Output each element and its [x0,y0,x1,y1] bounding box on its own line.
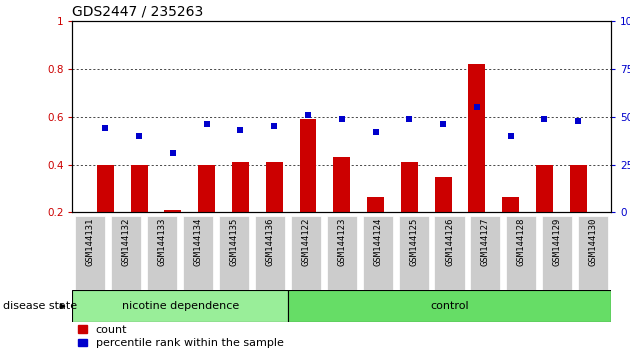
Point [438,122,448,127]
FancyBboxPatch shape [219,216,249,291]
Point [303,112,313,118]
Bar [469,64,485,212]
Text: GSM144129: GSM144129 [553,217,562,266]
Text: GSM144135: GSM144135 [229,217,239,266]
Point [236,127,246,133]
Bar [130,165,147,212]
FancyBboxPatch shape [399,216,428,291]
Point [404,116,415,121]
Point [472,104,482,110]
Point [168,150,178,156]
Text: GSM144132: GSM144132 [122,217,131,266]
Text: disease state: disease state [3,301,77,311]
Bar [266,162,283,212]
Text: GSM144126: GSM144126 [445,217,454,266]
Bar [435,177,452,212]
Bar [570,165,587,212]
FancyBboxPatch shape [291,216,321,291]
Point [134,133,144,139]
Text: control: control [430,301,469,311]
Text: GSM144134: GSM144134 [193,217,203,266]
Point [100,125,110,131]
FancyBboxPatch shape [147,216,177,291]
Point [506,133,516,139]
Bar [288,290,611,322]
FancyBboxPatch shape [578,216,608,291]
Point [269,124,279,129]
FancyBboxPatch shape [76,216,105,291]
Bar [536,165,553,212]
Legend: count, percentile rank within the sample: count, percentile rank within the sample [78,325,284,348]
FancyBboxPatch shape [255,216,285,291]
Text: GSM144124: GSM144124 [373,217,382,266]
Text: GSM144131: GSM144131 [86,217,95,266]
Bar [333,158,350,212]
Text: GSM144125: GSM144125 [409,217,418,266]
Text: GSM144133: GSM144133 [158,217,167,266]
Bar [232,162,249,212]
FancyBboxPatch shape [507,216,536,291]
Bar [164,210,181,212]
Bar [502,197,519,212]
Text: nicotine dependence: nicotine dependence [122,301,239,311]
Text: GDS2447 / 235263: GDS2447 / 235263 [72,5,203,19]
FancyBboxPatch shape [471,216,500,291]
FancyBboxPatch shape [435,216,464,291]
Text: GSM144127: GSM144127 [481,217,490,266]
Bar [198,165,215,212]
FancyBboxPatch shape [327,216,357,291]
Bar [401,162,418,212]
Text: GSM144128: GSM144128 [517,217,526,266]
Text: GSM144123: GSM144123 [337,217,346,266]
FancyBboxPatch shape [363,216,392,291]
Point [370,129,381,135]
Point [539,116,549,121]
Bar [97,165,114,212]
FancyBboxPatch shape [112,216,141,291]
FancyBboxPatch shape [183,216,213,291]
Text: GSM144122: GSM144122 [301,217,311,266]
Text: GSM144136: GSM144136 [265,217,275,266]
Point [573,118,583,124]
FancyBboxPatch shape [542,216,572,291]
Text: GSM144130: GSM144130 [588,217,598,266]
Bar [367,197,384,212]
Bar [72,290,288,322]
Bar [299,119,316,212]
Point [202,122,212,127]
Point [337,116,347,121]
